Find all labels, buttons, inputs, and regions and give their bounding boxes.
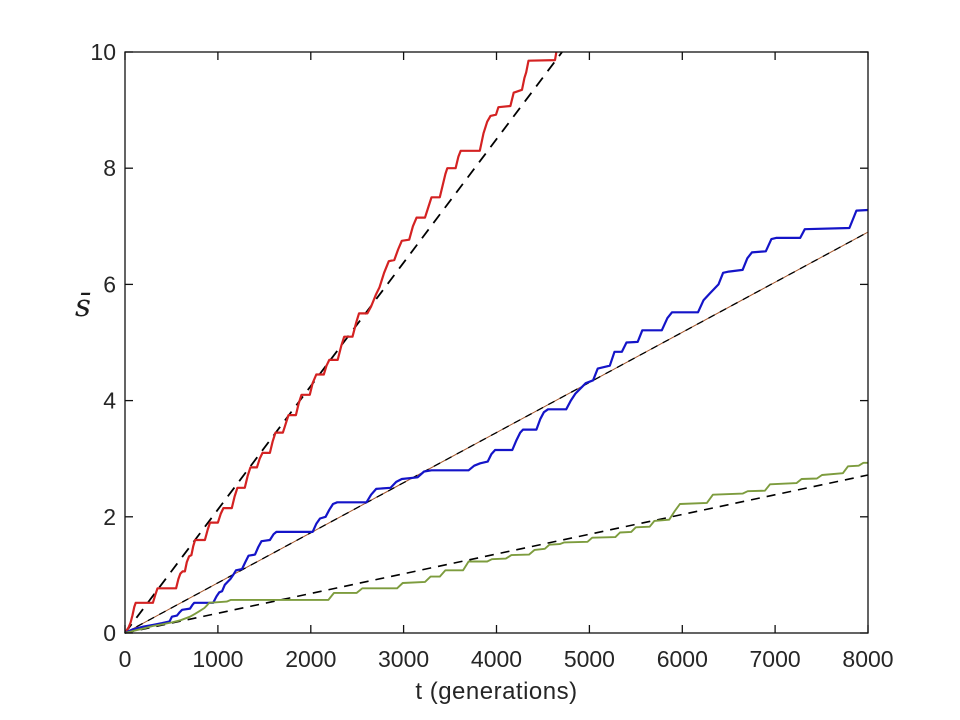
x-tick-label: 7000 bbox=[750, 646, 801, 672]
x-axis-label: t (generations) bbox=[415, 678, 578, 705]
x-tick-label: 8000 bbox=[842, 646, 893, 672]
x-tick-label: 3000 bbox=[378, 646, 429, 672]
y-tick-label: 6 bbox=[103, 271, 116, 297]
tick-label-layer: 0 1000 2000 3000 4000 5000 6000 7000 8000 0 2 4 6 8 10 bbox=[90, 39, 893, 672]
y-axis-label: s̄ bbox=[75, 288, 91, 324]
blue-trend-line bbox=[124, 231, 869, 634]
x-tick-label: 0 bbox=[119, 646, 132, 672]
x-tick-label: 2000 bbox=[285, 646, 336, 672]
y-tick-label: 10 bbox=[90, 39, 116, 65]
series-layer bbox=[124, 52, 869, 634]
x-tick-label: 6000 bbox=[657, 646, 708, 672]
y-tick-label: 2 bbox=[103, 504, 116, 530]
green-trend-dashed-line bbox=[124, 474, 869, 634]
y-tick-label: 8 bbox=[103, 155, 116, 181]
x-tick-label: 1000 bbox=[192, 646, 243, 672]
tick-marks bbox=[124, 51, 869, 634]
y-tick-label: 4 bbox=[103, 388, 116, 414]
red-step-curve bbox=[124, 52, 558, 634]
x-tick-label: 4000 bbox=[471, 646, 522, 672]
y-tick-label: 0 bbox=[103, 620, 116, 646]
blue-step-curve bbox=[124, 208, 869, 634]
green-step-curve bbox=[124, 461, 868, 634]
x-tick-label: 5000 bbox=[564, 646, 615, 672]
